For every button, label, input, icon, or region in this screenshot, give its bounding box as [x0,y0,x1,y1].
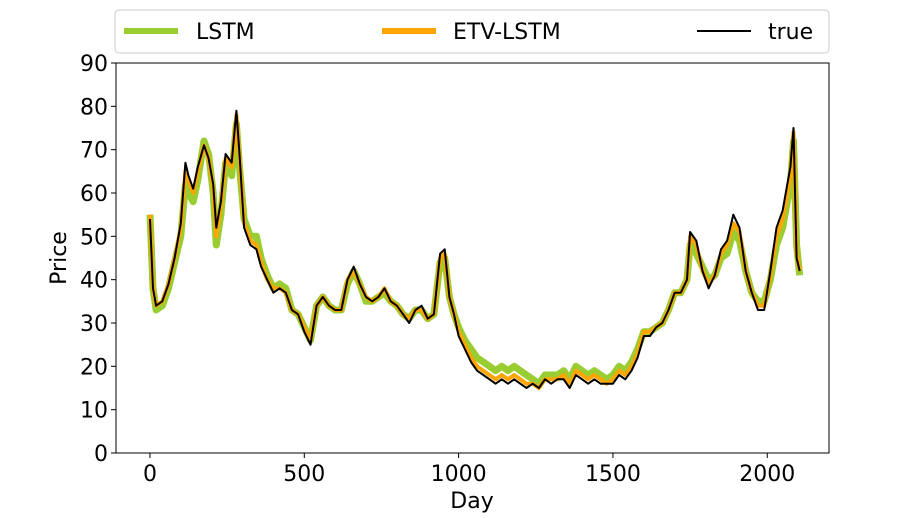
y-tick-label: 40 [80,269,108,294]
y-tick-label: 60 [80,182,108,207]
legend-frame [114,9,830,54]
y-tick-label: 80 [80,95,108,120]
x-axis-title: Day [450,489,493,514]
x-axis-ticks: 0 500 1000 1500 2000 [143,453,795,487]
series-layer [146,109,804,390]
legend-label-lstm: LSTM [196,20,255,45]
y-tick-label: 30 [80,312,108,337]
x-tick-label: 0 [143,462,157,487]
y-tick-label: 10 [80,399,108,424]
x-tick-label: 1000 [431,462,487,487]
series-line-true [149,109,801,389]
y-tick-label: 90 [80,52,108,77]
x-tick-label: 1500 [585,462,641,487]
y-tick-label: 70 [80,139,108,164]
y-axis-title: Price [47,231,72,285]
y-axis-ticks: 0 10 20 30 40 50 60 70 80 90 [80,52,116,467]
y-tick-label: 0 [94,442,108,467]
y-tick-label: 20 [80,355,108,380]
legend: LSTM ETV-LSTM true [114,9,830,54]
plot-area-frame [115,62,830,454]
x-tick-label: 500 [283,462,325,487]
legend-label-etv-lstm: ETV-LSTM [453,20,561,45]
legend-label-true: true [768,20,813,45]
y-tick-label: 50 [80,225,108,250]
x-tick-label: 2000 [739,462,795,487]
